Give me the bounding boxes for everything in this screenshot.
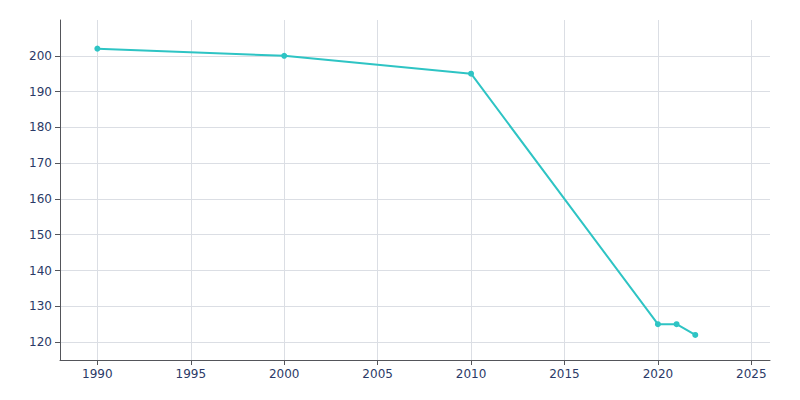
svg-text:150: 150: [29, 228, 52, 242]
svg-text:1990: 1990: [82, 367, 113, 381]
svg-text:130: 130: [29, 299, 52, 313]
svg-text:1995: 1995: [176, 367, 207, 381]
svg-text:160: 160: [29, 192, 52, 206]
svg-text:120: 120: [29, 335, 52, 349]
svg-text:140: 140: [29, 264, 52, 278]
svg-text:200: 200: [29, 49, 52, 63]
svg-text:2005: 2005: [362, 367, 393, 381]
svg-text:2015: 2015: [549, 367, 580, 381]
svg-text:2010: 2010: [456, 367, 487, 381]
svg-text:2025: 2025: [736, 367, 767, 381]
svg-text:190: 190: [29, 85, 52, 99]
svg-text:2000: 2000: [269, 367, 300, 381]
svg-text:180: 180: [29, 120, 52, 134]
svg-text:170: 170: [29, 156, 52, 170]
svg-text:2020: 2020: [643, 367, 674, 381]
